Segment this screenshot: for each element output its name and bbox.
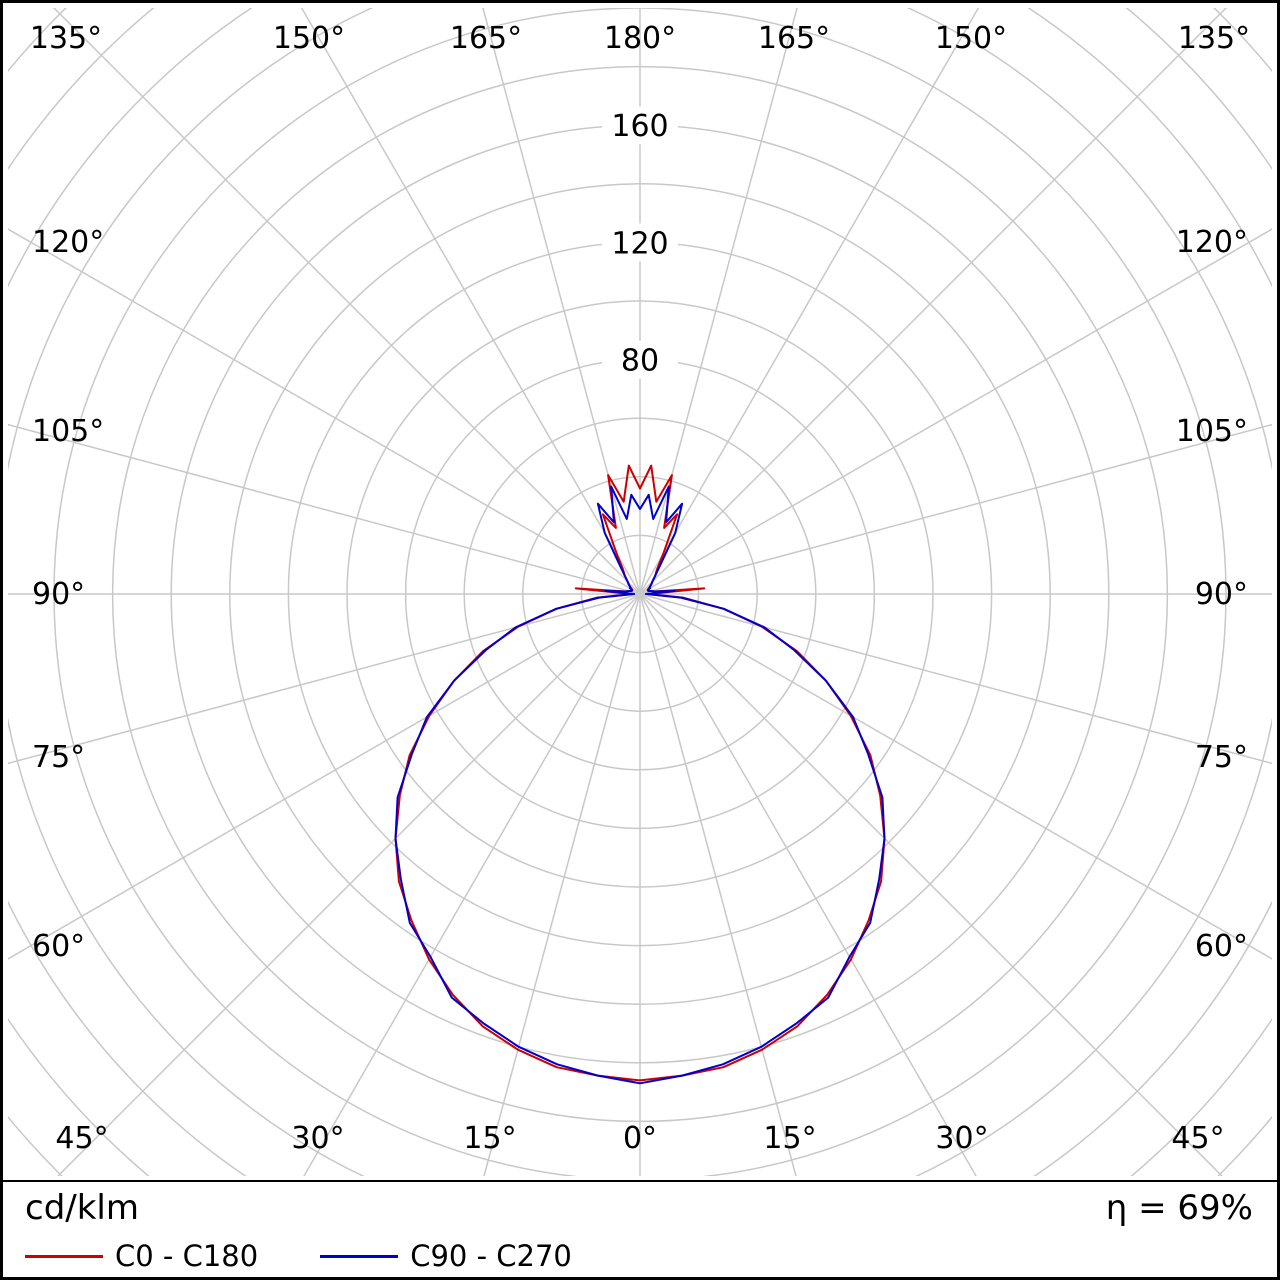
svg-text:30°: 30° xyxy=(935,1121,988,1156)
svg-text:165°: 165° xyxy=(450,21,522,56)
svg-text:105°: 105° xyxy=(1176,414,1248,449)
svg-text:90°: 90° xyxy=(32,577,85,612)
svg-text:120°: 120° xyxy=(32,225,104,260)
legend: C0 - C180 C90 - C270 xyxy=(25,1239,572,1273)
svg-text:80: 80 xyxy=(621,344,659,379)
radial-tick-labels: 80 120 160 xyxy=(602,106,678,379)
svg-text:105°: 105° xyxy=(32,414,104,449)
svg-text:60°: 60° xyxy=(1195,929,1248,964)
svg-text:135°: 135° xyxy=(30,21,102,56)
svg-text:75°: 75° xyxy=(1195,740,1248,775)
svg-text:120: 120 xyxy=(611,226,668,261)
polar-grid xyxy=(8,8,1272,1176)
svg-text:160: 160 xyxy=(611,109,668,144)
legend-line-c90-icon xyxy=(320,1254,399,1258)
svg-text:60°: 60° xyxy=(32,929,85,964)
svg-text:30°: 30° xyxy=(291,1121,344,1156)
legend-item-c0-c180: C0 - C180 xyxy=(25,1239,258,1273)
legend-item-c90-c270: C90 - C270 xyxy=(320,1239,572,1273)
polar-chart-svg: 80 120 160 0° 15° 15° 30° 30° 45° 45° 60° 60° 75° 75°… xyxy=(8,8,1272,1176)
svg-text:180°: 180° xyxy=(604,21,676,56)
curve-c90-c270 xyxy=(394,485,886,1085)
svg-text:75°: 75° xyxy=(32,740,85,775)
legend-strip: cd/klm η = 69% C0 - C180 C90 - C270 xyxy=(3,1180,1277,1277)
svg-text:90°: 90° xyxy=(1195,577,1248,612)
legend-label-c90: C90 - C270 xyxy=(410,1239,572,1273)
svg-text:15°: 15° xyxy=(763,1121,816,1156)
curve-c0-c180 xyxy=(394,464,886,1082)
svg-text:15°: 15° xyxy=(463,1121,516,1156)
unit-label: cd/klm xyxy=(25,1188,139,1228)
svg-text:150°: 150° xyxy=(273,21,345,56)
svg-text:120°: 120° xyxy=(1176,225,1248,260)
polar-chart: 80 120 160 0° 15° 15° 30° 30° 45° 45° 60° 60° 75° 75°… xyxy=(3,3,1277,1183)
legend-line-c0-icon xyxy=(25,1254,103,1258)
svg-text:0°: 0° xyxy=(623,1121,657,1156)
svg-text:150°: 150° xyxy=(935,21,1007,56)
efficiency-label: η = 69% xyxy=(1105,1188,1253,1228)
legend-label-c0: C0 - C180 xyxy=(115,1239,259,1273)
svg-text:135°: 135° xyxy=(1178,21,1250,56)
angle-tick-labels: 0° 15° 15° 30° 30° 45° 45° 60° 60° 75° 75° 90° 90° 10… xyxy=(30,21,1250,1156)
svg-text:45°: 45° xyxy=(1171,1121,1224,1156)
svg-text:45°: 45° xyxy=(55,1121,108,1156)
svg-text:165°: 165° xyxy=(758,21,830,56)
